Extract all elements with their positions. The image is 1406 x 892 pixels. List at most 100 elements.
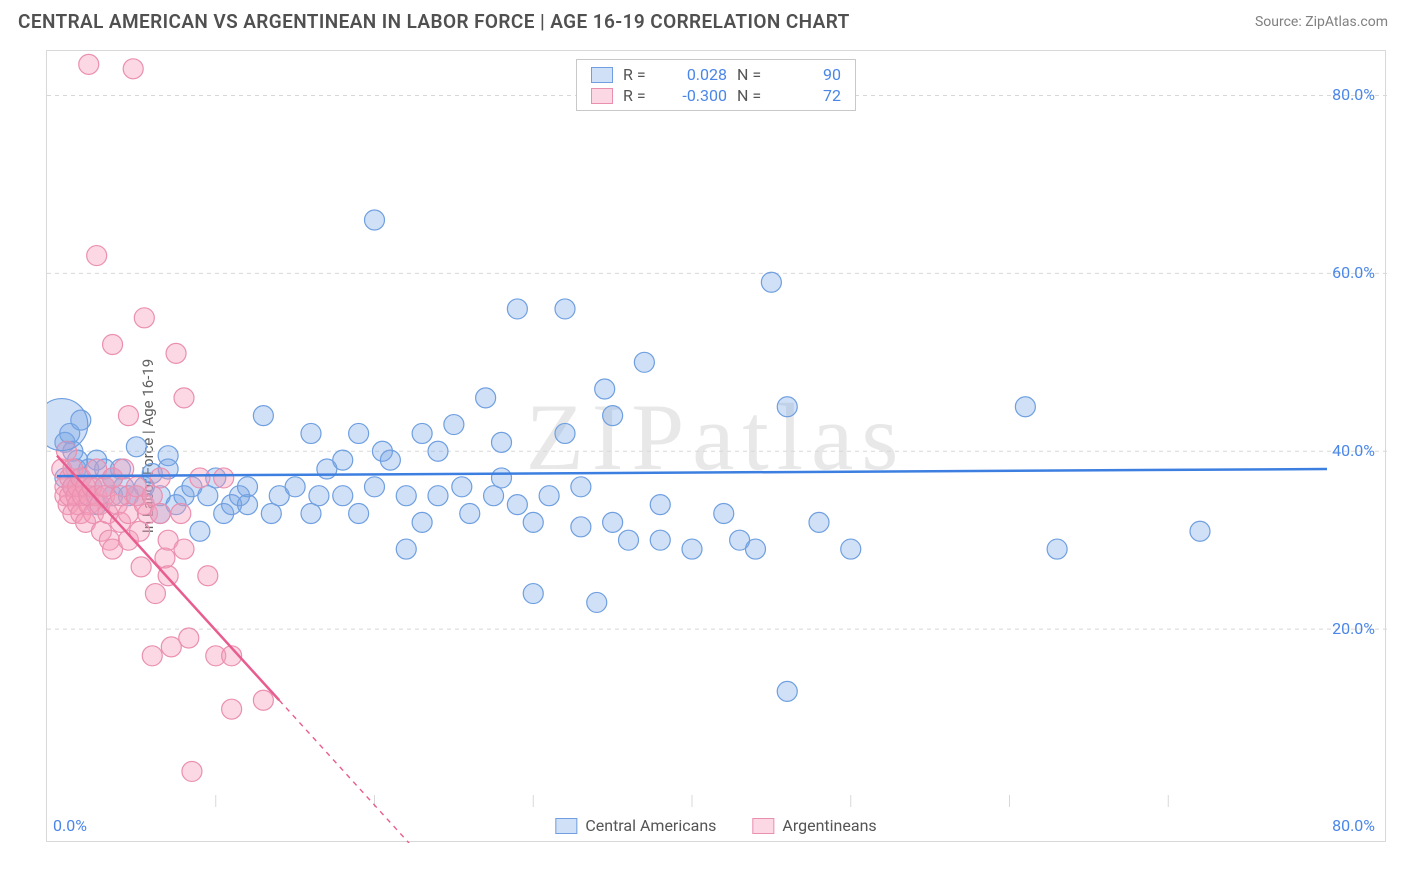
- data-point: [190, 521, 210, 541]
- data-point: [841, 539, 861, 559]
- data-point: [428, 486, 448, 506]
- legend-swatch: [555, 818, 577, 834]
- data-point: [396, 486, 416, 506]
- data-point: [365, 210, 385, 230]
- y-tick-label: 80.0%: [1332, 85, 1375, 104]
- data-point: [222, 699, 242, 719]
- y-tick-label: 40.0%: [1332, 441, 1375, 460]
- data-point: [1190, 521, 1210, 541]
- legend-item: Argentineans: [752, 816, 876, 835]
- data-point: [460, 503, 480, 523]
- r-label: R =: [623, 65, 657, 84]
- data-point: [285, 477, 305, 497]
- data-point: [349, 503, 369, 523]
- chart-area: In Labor Force | Age 16-19 ZIPatlas R =0…: [46, 50, 1386, 842]
- legend-row: R =0.028N =90: [591, 64, 841, 85]
- data-point: [301, 503, 321, 523]
- data-point: [603, 406, 623, 426]
- data-point: [603, 512, 623, 532]
- data-point: [126, 437, 146, 457]
- data-point: [634, 352, 654, 372]
- data-point: [214, 468, 234, 488]
- data-point: [476, 388, 496, 408]
- data-point: [444, 415, 464, 435]
- legend-row: R =-0.300N =72: [591, 85, 841, 106]
- r-value: 0.028: [667, 65, 727, 84]
- series-legend: Central Americans Argentineans: [555, 816, 876, 835]
- data-point: [777, 397, 797, 417]
- data-point: [365, 477, 385, 497]
- data-point: [261, 503, 281, 523]
- data-point: [253, 406, 273, 426]
- data-point: [650, 530, 670, 550]
- correlation-legend: R =0.028N =90R =-0.300N =72: [576, 59, 856, 111]
- data-point: [650, 495, 670, 515]
- data-point: [555, 423, 575, 443]
- data-point: [761, 272, 781, 292]
- data-point: [198, 566, 218, 586]
- data-point: [809, 512, 829, 532]
- data-point: [492, 432, 512, 452]
- data-point: [539, 486, 559, 506]
- data-point: [118, 406, 138, 426]
- data-point: [190, 468, 210, 488]
- data-point: [571, 477, 591, 497]
- legend-swatch: [591, 67, 613, 83]
- data-point: [523, 584, 543, 604]
- data-point: [134, 308, 154, 328]
- data-point: [79, 54, 99, 74]
- data-point: [412, 423, 432, 443]
- data-point: [619, 530, 639, 550]
- data-point: [1047, 539, 1067, 559]
- data-point: [507, 299, 527, 319]
- data-point: [523, 512, 543, 532]
- r-value: -0.300: [667, 86, 727, 105]
- data-point: [492, 468, 512, 488]
- data-point: [161, 637, 181, 657]
- x-tick-label-left: 0.0%: [53, 816, 87, 835]
- data-point: [555, 299, 575, 319]
- data-point: [301, 423, 321, 443]
- trend-line: [57, 469, 1327, 476]
- data-point: [198, 486, 218, 506]
- data-point: [142, 486, 162, 506]
- data-point: [777, 681, 797, 701]
- data-point: [171, 503, 191, 523]
- data-point: [1015, 397, 1035, 417]
- y-tick-label: 60.0%: [1332, 263, 1375, 282]
- legend-swatch: [591, 88, 613, 104]
- n-label: N =: [737, 86, 771, 105]
- legend-swatch: [752, 818, 774, 834]
- trend-line-extrapolated: [279, 700, 454, 843]
- data-point: [123, 59, 143, 79]
- data-point: [174, 539, 194, 559]
- data-point: [484, 486, 504, 506]
- data-point: [333, 450, 353, 470]
- n-value: 72: [781, 86, 841, 105]
- data-point: [595, 379, 615, 399]
- data-point-large: [47, 399, 88, 451]
- data-point: [87, 246, 107, 266]
- data-point: [428, 441, 448, 461]
- data-point: [238, 477, 258, 497]
- data-point: [145, 584, 165, 604]
- data-point: [103, 335, 123, 355]
- legend-label: Central Americans: [585, 816, 716, 835]
- data-point: [179, 628, 199, 648]
- data-point: [150, 503, 170, 523]
- data-point: [142, 646, 162, 666]
- data-point: [166, 343, 186, 363]
- data-point: [174, 388, 194, 408]
- data-point: [412, 512, 432, 532]
- data-point: [182, 761, 202, 781]
- data-point: [396, 539, 416, 559]
- legend-label: Argentineans: [782, 816, 876, 835]
- data-point: [238, 495, 258, 515]
- n-label: N =: [737, 65, 771, 84]
- data-point: [158, 446, 178, 466]
- data-point: [309, 486, 329, 506]
- data-point: [349, 423, 369, 443]
- data-point: [253, 690, 273, 710]
- data-point: [333, 486, 353, 506]
- data-point: [714, 503, 734, 523]
